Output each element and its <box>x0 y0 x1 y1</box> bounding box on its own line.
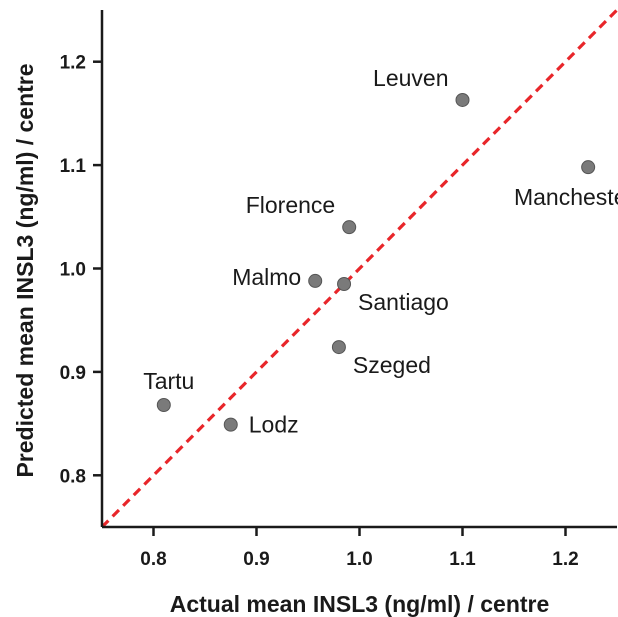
point-label: Manchester <box>514 184 618 210</box>
point-label: Lodz <box>249 412 299 438</box>
data-point <box>342 220 357 235</box>
x-tick-label: 0.9 <box>243 549 269 570</box>
identity-reference-line <box>100 8 618 529</box>
data-point <box>337 277 352 292</box>
x-tick-label: 1.1 <box>449 549 476 570</box>
point-label: Santiago <box>358 289 449 315</box>
y-tick-label: 1.1 <box>60 156 87 177</box>
data-point <box>581 160 596 175</box>
x-axis-title: Actual mean INSL3 (ng/ml) / centre <box>170 591 550 617</box>
x-tick-label: 1.2 <box>552 549 578 570</box>
y-tick-label: 0.9 <box>60 363 86 384</box>
data-point <box>455 92 470 107</box>
x-tick-label: 1.0 <box>346 549 372 570</box>
point-label: Malmo <box>232 264 301 290</box>
data-point <box>331 340 346 355</box>
data-point <box>308 273 323 288</box>
data-point <box>223 417 238 432</box>
x-tick-label: 0.8 <box>140 549 166 570</box>
data-point <box>156 397 171 412</box>
y-tick-label: 1.2 <box>60 53 86 74</box>
point-label: Tartu <box>143 368 194 394</box>
point-label: Szeged <box>353 352 431 378</box>
point-label: Florence <box>246 192 335 218</box>
y-axis-title: Predicted mean INSL3 (ng/ml) / centre <box>12 63 38 477</box>
y-tick-label: 1.0 <box>60 260 86 281</box>
y-tick-label: 0.8 <box>60 466 86 487</box>
point-label: Leuven <box>373 65 448 91</box>
